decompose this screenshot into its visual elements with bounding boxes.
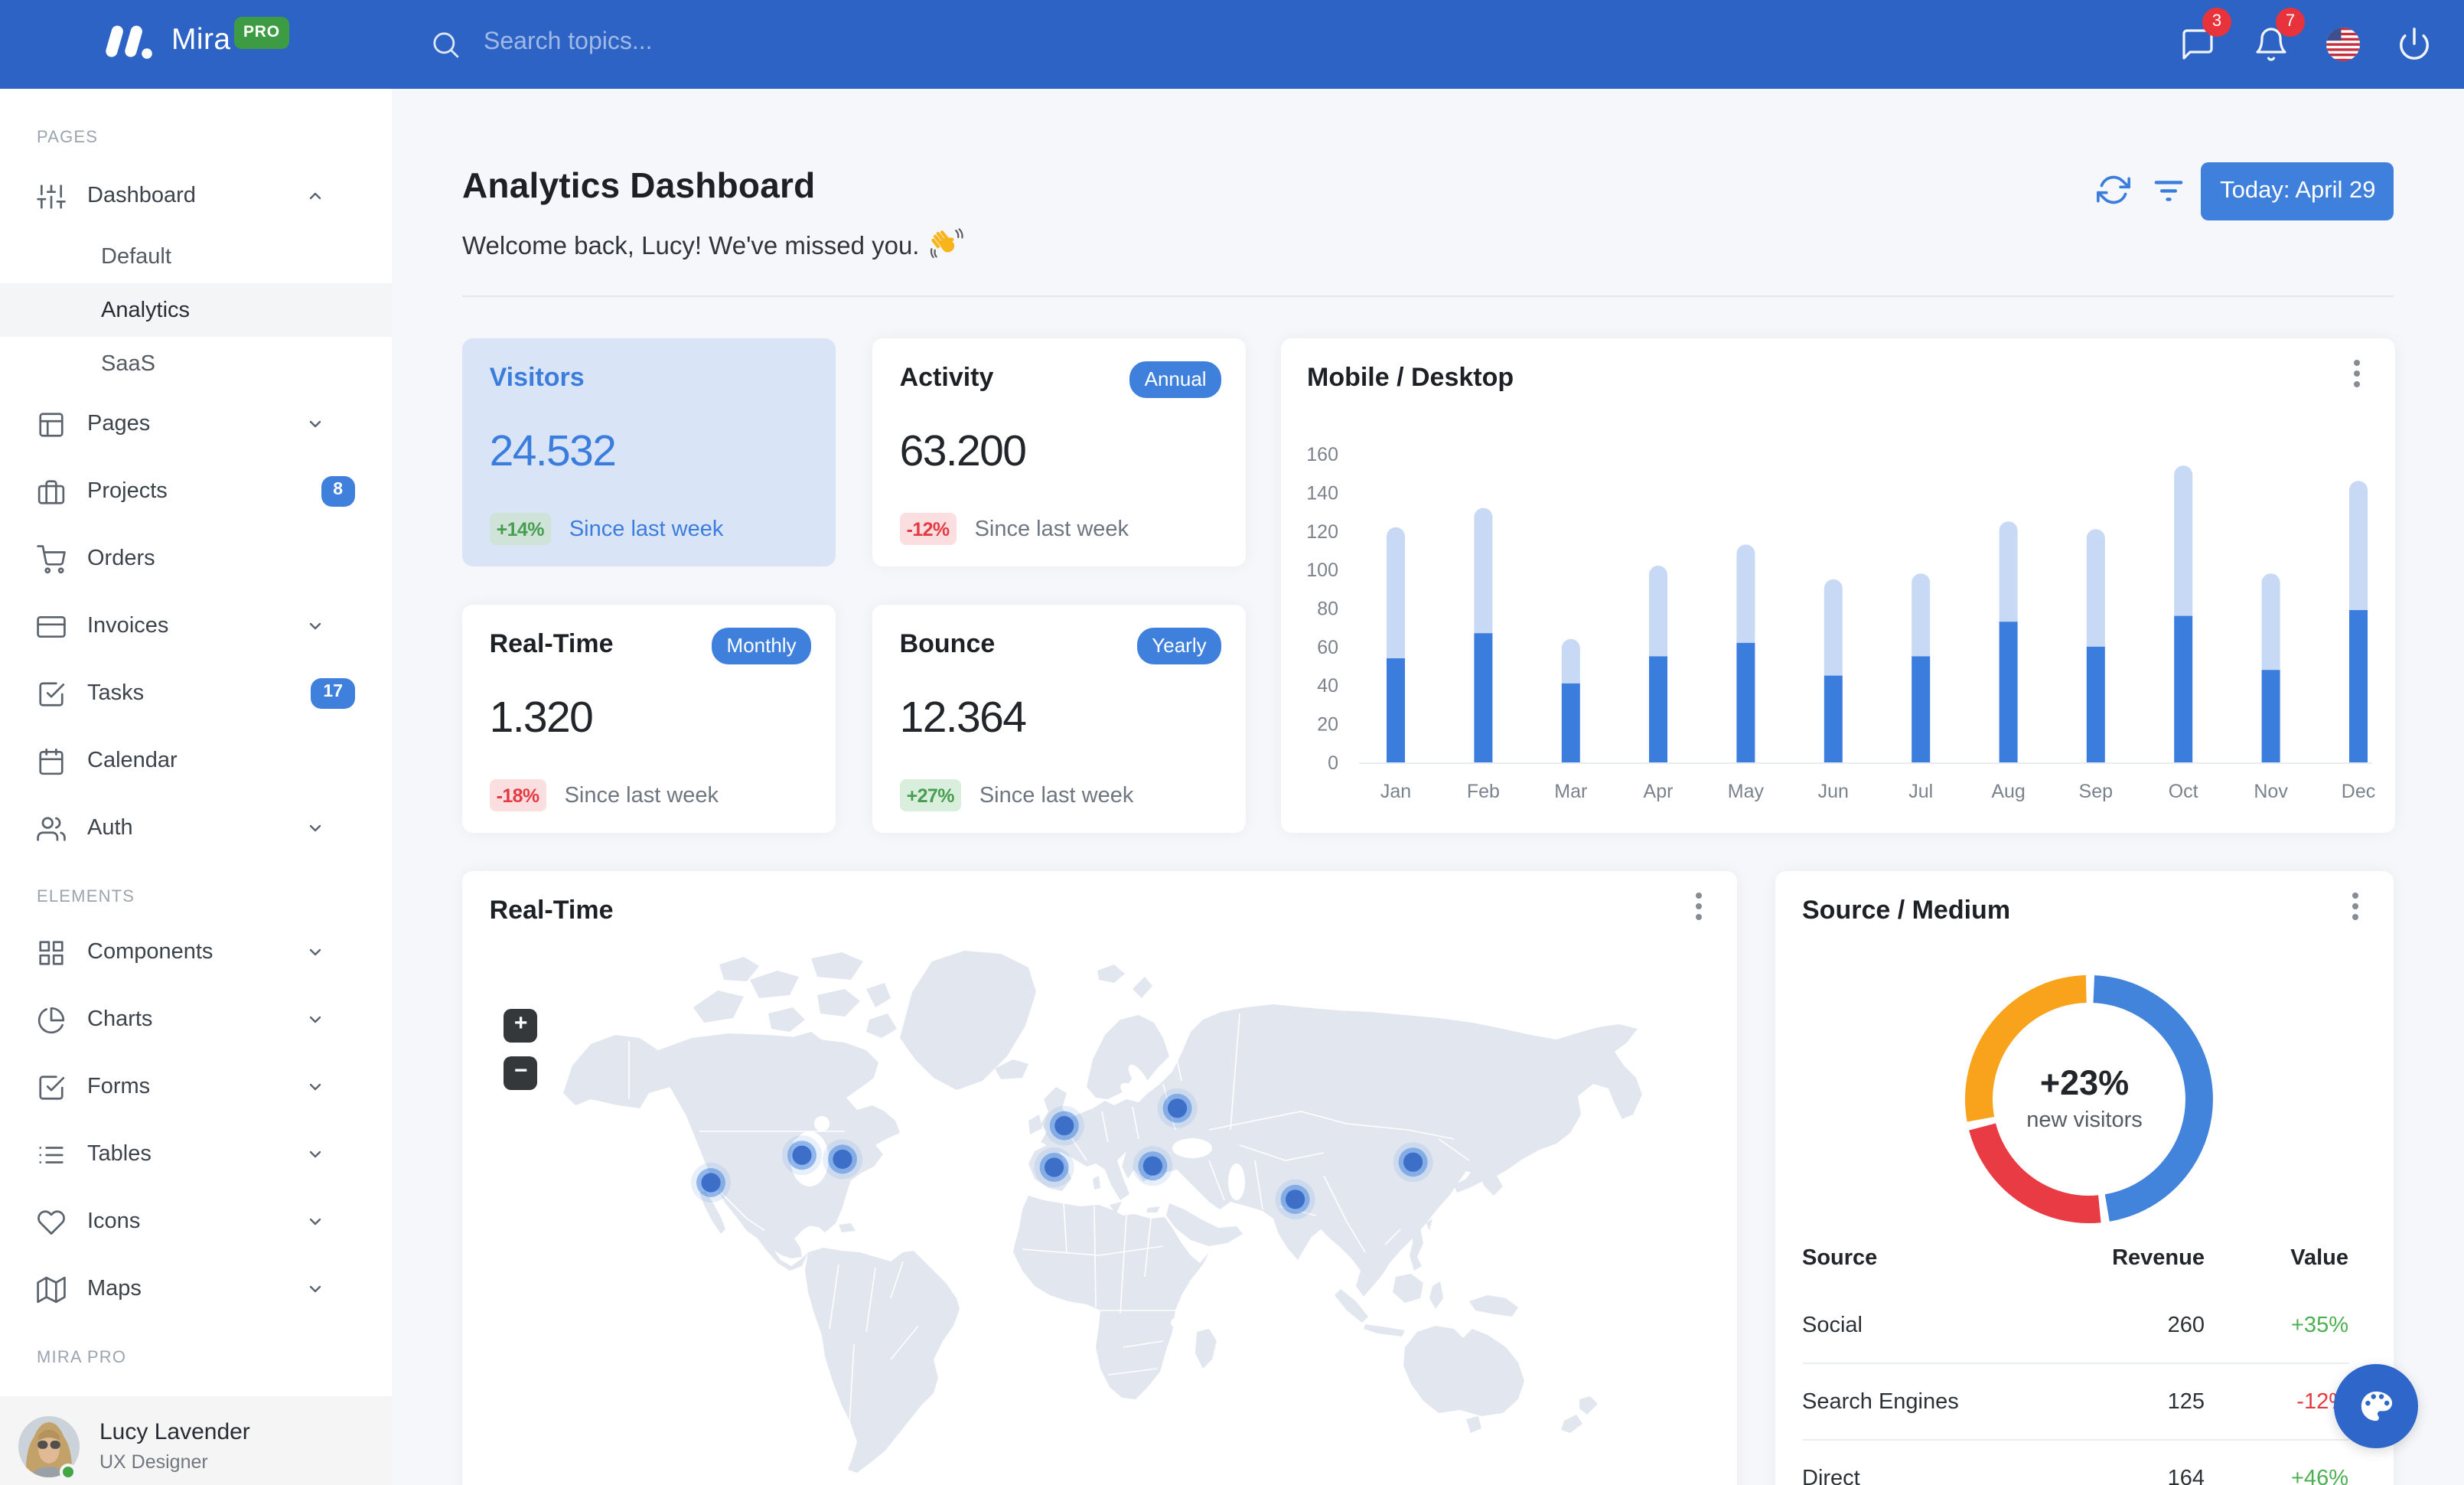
svg-text:Jul: Jul <box>1908 781 1932 802</box>
svg-text:Sep: Sep <box>2078 781 2112 802</box>
svg-text:40: 40 <box>1316 675 1338 697</box>
svg-text:Nov: Nov <box>2253 781 2287 802</box>
svg-text:160: 160 <box>1305 444 1338 465</box>
svg-text:Aug: Aug <box>1990 781 2024 802</box>
svg-text:80: 80 <box>1316 599 1338 620</box>
svg-text:Jun: Jun <box>1817 781 1848 802</box>
svg-text:Oct: Oct <box>2168 781 2198 802</box>
svg-text:Apr: Apr <box>1643 781 1673 802</box>
svg-text:60: 60 <box>1316 637 1338 658</box>
svg-text:Feb: Feb <box>1466 781 1499 802</box>
svg-text:Mar: Mar <box>1553 781 1586 802</box>
svg-text:Jan: Jan <box>1380 781 1410 802</box>
svg-text:May: May <box>1727 781 1764 802</box>
svg-text:Dec: Dec <box>2341 781 2374 802</box>
svg-text:0: 0 <box>1327 752 1338 774</box>
svg-text:120: 120 <box>1305 521 1338 543</box>
svg-text:20: 20 <box>1316 714 1338 736</box>
svg-text:100: 100 <box>1305 560 1338 581</box>
svg-text:140: 140 <box>1305 482 1338 504</box>
